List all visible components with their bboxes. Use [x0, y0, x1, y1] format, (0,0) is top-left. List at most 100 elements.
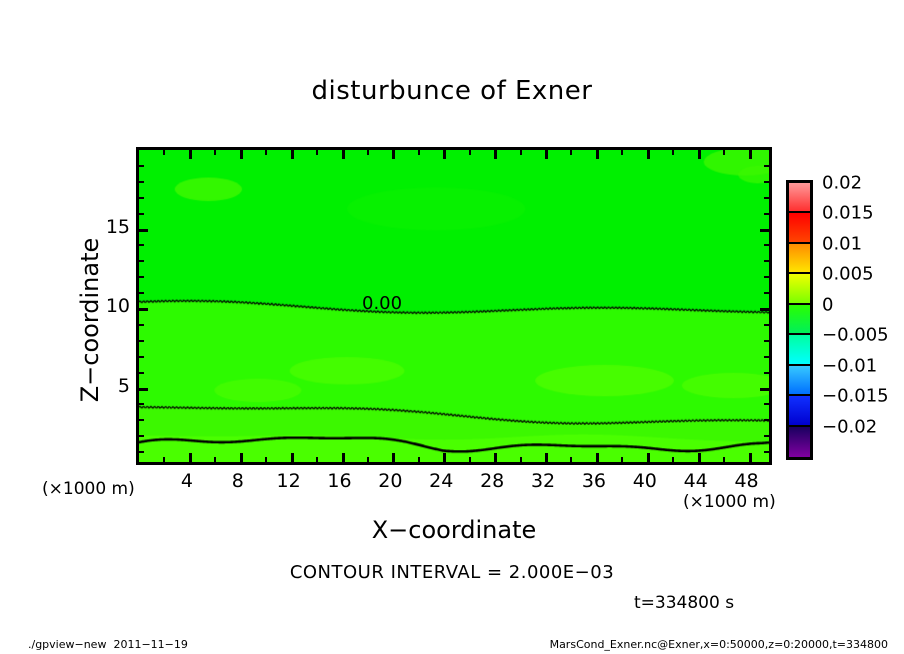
x-tick: [188, 150, 192, 159]
x-tick: [646, 453, 650, 462]
x-tick: [646, 150, 650, 159]
y-tick: [139, 212, 144, 215]
page-title: disturbunce of Exner: [311, 76, 593, 106]
x-tick: [621, 457, 624, 462]
colorbar-tick-label: 0: [822, 294, 834, 316]
y-tick: [764, 451, 769, 454]
x-tick: [621, 150, 624, 155]
x-tick: [341, 453, 345, 462]
colorbar-tick-label: 0.01: [822, 233, 863, 255]
x-tick-label: 16: [327, 470, 352, 492]
y-tick: [760, 387, 769, 391]
y-tick: [764, 164, 769, 167]
colorbar-segment: [789, 304, 810, 336]
x-tick: [748, 150, 752, 159]
contour-interval-note: CONTOUR INTERVAL = 2.000E−03: [289, 562, 615, 583]
y-tick-label: 10: [105, 295, 130, 317]
x-tick: [341, 150, 345, 159]
y-tick: [760, 228, 769, 232]
colorbar-tick-label: 0.015: [822, 202, 874, 224]
x-tick: [392, 150, 396, 159]
x-tick: [595, 150, 599, 159]
footer-command: ./gpview−new 2011−11−19: [28, 638, 188, 651]
x-tick: [570, 150, 573, 155]
x-tick: [570, 457, 573, 462]
x-axis-title: X−coordinate: [371, 516, 537, 544]
y-tick: [139, 308, 148, 311]
x-tick: [748, 453, 752, 462]
x-tick-label: 4: [180, 470, 193, 492]
y-tick: [139, 164, 144, 167]
y-tick: [139, 355, 144, 358]
x-tick: [366, 457, 369, 462]
footer-dataset: MarsCond_Exner.nc@Exner,x=0:50000,z=0:20…: [549, 638, 888, 651]
x-tick-label: 8: [231, 470, 244, 492]
x-tick: [239, 453, 243, 462]
y-tick: [764, 276, 769, 279]
x-tick: [494, 453, 498, 462]
x-tick: [672, 150, 675, 155]
contour-value-label: 0.00: [362, 293, 403, 314]
y-tick: [139, 435, 144, 438]
y-tick: [139, 403, 144, 406]
y-tick: [764, 244, 769, 247]
y-tick: [139, 260, 144, 263]
x-tick: [366, 150, 369, 155]
x-tick-label: 48: [734, 470, 759, 492]
y-axis-title: Z−coordinate: [76, 237, 104, 403]
x-tick: [468, 150, 471, 155]
x-tick-label: 24: [429, 470, 454, 492]
x-tick: [214, 150, 217, 155]
colorbar-segment: [789, 213, 810, 244]
colorbar-segment: [789, 365, 810, 397]
x-tick: [468, 457, 471, 462]
colorbar-tick-label: 0.005: [822, 263, 874, 285]
x-tick: [672, 457, 675, 462]
contour-field-canvas: [139, 150, 769, 462]
y-tick: [764, 292, 769, 295]
x-tick: [545, 453, 549, 462]
y-tick: [139, 292, 144, 295]
y-tick: [139, 244, 144, 247]
x-tick-label: 36: [581, 470, 606, 492]
y-tick: [139, 196, 144, 199]
x-tick: [265, 150, 268, 155]
colorbar-tick-label: −0.005: [822, 324, 889, 346]
x-tick: [417, 150, 420, 155]
x-tick-label: 32: [530, 470, 556, 492]
x-tick: [545, 150, 549, 159]
y-tick: [764, 196, 769, 199]
y-tick: [139, 419, 144, 422]
y-tick: [764, 403, 769, 406]
x-tick: [316, 150, 319, 155]
x-tick: [290, 150, 294, 159]
x-tick: [697, 453, 701, 462]
colorbar-segment: [789, 274, 810, 305]
y-tick: [764, 260, 769, 263]
x-tick-label: 44: [683, 470, 708, 492]
y-tick: [139, 323, 144, 326]
y-tick: [764, 212, 769, 215]
y-tick: [764, 180, 769, 183]
colorbar[interactable]: [786, 180, 813, 460]
x-tick-label: 12: [276, 470, 301, 492]
y-tick: [139, 228, 148, 232]
colorbar-tick-label: −0.015: [822, 385, 889, 407]
x-tick-label: 20: [378, 470, 403, 492]
colorbar-tick-label: 0.02: [822, 172, 863, 194]
x-tick: [519, 150, 522, 155]
x-tick: [163, 150, 166, 155]
time-annotation: t=334800 s: [634, 593, 735, 613]
contour-plot-area[interactable]: [136, 147, 772, 465]
x-axis-unit-right: (×1000 m): [683, 492, 776, 512]
x-tick: [595, 453, 599, 462]
x-tick-label: 40: [632, 470, 657, 492]
x-tick: [417, 457, 420, 462]
colorbar-box: [786, 180, 813, 460]
y-tick: [764, 339, 769, 342]
y-tick: [764, 419, 769, 422]
colorbar-segment: [789, 426, 810, 457]
x-tick: [392, 453, 396, 462]
y-tick: [139, 339, 144, 342]
x-tick: [519, 457, 522, 462]
